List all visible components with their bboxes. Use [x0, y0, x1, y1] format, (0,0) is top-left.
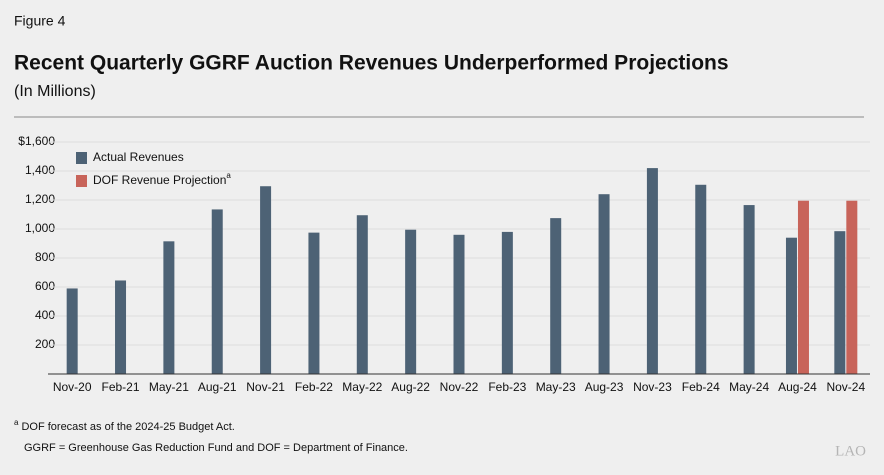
- bar: [834, 231, 846, 374]
- x-tick-label: Aug-21: [198, 380, 237, 394]
- legend-label: DOF Revenue Projectiona: [93, 171, 231, 187]
- x-tick-label: Nov-24: [826, 380, 865, 394]
- bar: [501, 231, 513, 374]
- bar: [260, 186, 272, 374]
- bar: [785, 237, 797, 374]
- bar: [743, 205, 755, 374]
- bar: [66, 288, 78, 374]
- bar: [797, 200, 809, 374]
- bar: [453, 234, 465, 374]
- x-tick-label: Nov-22: [440, 380, 479, 394]
- bar: [695, 184, 707, 374]
- chart-title: Recent Quarterly GGRF Auction Revenues U…: [14, 52, 729, 75]
- y-tick-label: 1,400: [25, 163, 55, 177]
- y-tick-label: 200: [35, 337, 55, 351]
- footnote-text: DOF forecast as of the 2024-25 Budget Ac…: [21, 421, 234, 433]
- legend-text: Actual Revenues: [93, 150, 184, 164]
- x-tick-label: Nov-21: [246, 380, 285, 394]
- x-tick-label: May-22: [342, 380, 382, 394]
- legend-marker: a: [226, 171, 231, 180]
- bar: [115, 280, 127, 374]
- legend-label: Actual Revenues: [93, 150, 184, 164]
- bar: [598, 194, 610, 374]
- x-tick-label: May-21: [149, 380, 189, 394]
- legend-text: DOF Revenue Projection: [93, 173, 226, 187]
- bar: [405, 229, 417, 374]
- bar: [163, 241, 175, 374]
- x-tick-label: Aug-22: [391, 380, 430, 394]
- footnote-marker: a: [14, 418, 19, 427]
- x-tick-label: Feb-22: [295, 380, 333, 394]
- y-tick-label: 600: [35, 279, 55, 293]
- y-tick-label: 1,000: [25, 221, 55, 235]
- x-tick-label: Nov-23: [633, 380, 672, 394]
- figure-label: Figure 4: [14, 13, 66, 29]
- legend-swatch: [76, 152, 87, 164]
- note: GGRF = Greenhouse Gas Reduction Fund and…: [24, 442, 408, 454]
- x-tick-label: May-23: [536, 380, 576, 394]
- bar: [308, 232, 320, 374]
- x-tick-label: Feb-21: [102, 380, 140, 394]
- y-tick-label: 1,200: [25, 192, 55, 206]
- bar: [211, 209, 223, 374]
- bar: [550, 218, 562, 374]
- y-tick-label: $1,600: [18, 134, 55, 148]
- y-tick-label: 800: [35, 250, 55, 264]
- y-tick-label: 400: [35, 308, 55, 322]
- x-tick-label: May-24: [729, 380, 769, 394]
- chart-subtitle: (In Millions): [14, 83, 96, 100]
- x-tick-label: Nov-20: [53, 380, 92, 394]
- bar: [356, 215, 368, 374]
- x-tick-label: Feb-24: [682, 380, 720, 394]
- bar: [846, 200, 858, 374]
- x-tick-label: Aug-24: [778, 380, 817, 394]
- legend-swatch: [76, 175, 87, 187]
- footnote: a DOF forecast as of the 2024-25 Budget A…: [14, 418, 235, 433]
- logo: LAO: [835, 443, 866, 459]
- x-tick-label: Feb-23: [488, 380, 526, 394]
- bar: [646, 168, 658, 374]
- x-tick-label: Aug-23: [585, 380, 624, 394]
